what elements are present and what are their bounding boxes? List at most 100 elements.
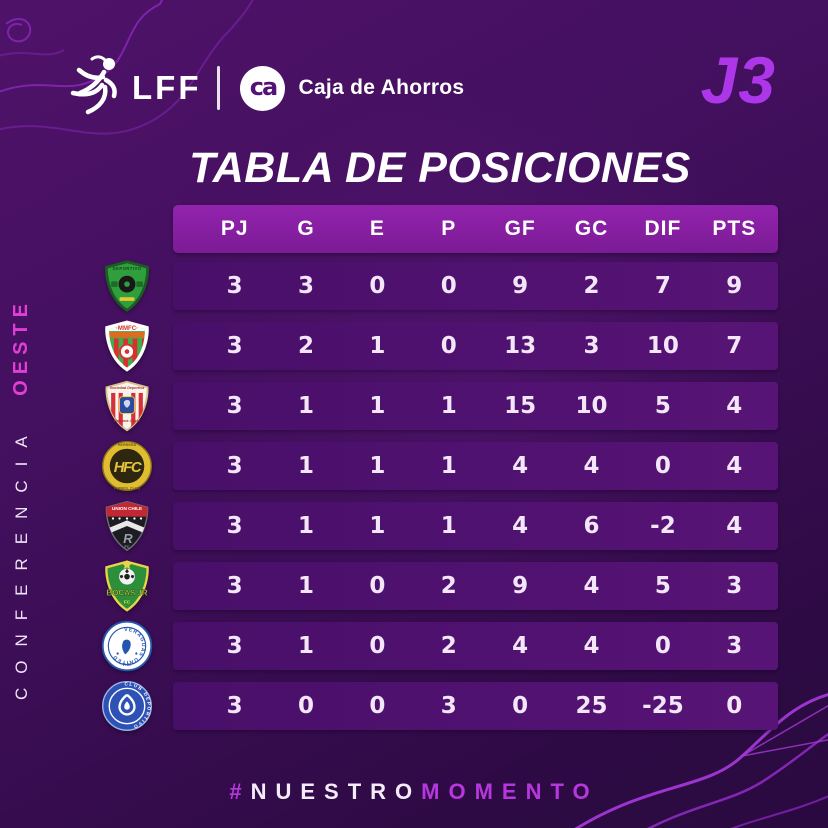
stat-e: 1	[369, 393, 386, 419]
stat-g: 1	[298, 393, 315, 419]
stat-g: 3	[298, 273, 315, 299]
lff-wordmark: LFF	[132, 69, 202, 106]
stat-gf: 15	[504, 393, 537, 419]
stat-p: 1	[440, 513, 457, 539]
team-row-8: 3 0 0 3 0 25 -25 0	[173, 682, 778, 730]
stat-p: 2	[440, 573, 457, 599]
stat-pj: 3	[226, 273, 243, 299]
stat-pj: 3	[226, 513, 243, 539]
svg-text:FC: FC	[124, 600, 131, 605]
stat-gf: 13	[504, 333, 537, 359]
stat-dif: 0	[654, 633, 671, 659]
stat-dif: -2	[650, 513, 676, 539]
stat-pts: 4	[726, 453, 743, 479]
svg-text:UNION CHILE: UNION CHILE	[112, 506, 142, 511]
svg-text:HERRERA: HERRERA	[118, 443, 137, 447]
svg-text:DEPORTIVO: DEPORTIVO	[113, 266, 142, 271]
team-row-3: 3 1 1 1 15 10 5 4	[173, 382, 778, 430]
header-cell-pts: PTS	[712, 217, 757, 240]
stat-pj: 3	[226, 453, 243, 479]
stat-pts: 3	[726, 633, 743, 659]
stat-g: 1	[298, 513, 315, 539]
caja-wordmark: Caja de Ahorros	[298, 76, 465, 99]
stat-e: 1	[369, 453, 386, 479]
stat-pj: 3	[226, 633, 243, 659]
header-cell-gf: GF	[504, 217, 536, 240]
stat-g: 2	[298, 333, 315, 359]
jornada-badge: J3	[700, 43, 776, 117]
lff-player-icon	[70, 55, 117, 115]
team-logo-hfc-badge: HFC HERRERA FUTBOL CLUB	[99, 438, 155, 494]
team-row-2: 3 2 1 0 13 3 10 7	[173, 322, 778, 370]
svg-text:FUTBOL CLUB: FUTBOL CLUB	[114, 486, 141, 490]
table-header: PJ G E P GF GC DIF PTS	[173, 205, 778, 253]
stat-e: 0	[369, 573, 386, 599]
stat-pts: 4	[726, 393, 743, 419]
team-logo-club-deportivo-badge: CLUB DEPORTIVO	[99, 678, 155, 734]
stat-pj: 3	[226, 393, 243, 419]
stat-p: 0	[440, 333, 457, 359]
team-logo-union-chile-shield: UNION CHILE R FC	[99, 498, 155, 554]
stat-pj: 3	[226, 573, 243, 599]
stat-e: 0	[369, 633, 386, 659]
brand-divider	[217, 66, 221, 110]
conference-region: OESTE	[10, 298, 32, 396]
stat-p: 3	[440, 693, 457, 719]
stat-p: 1	[440, 393, 457, 419]
conference-label: CONFERENCIA OESTE	[10, 298, 33, 700]
stat-dif: 5	[654, 573, 671, 599]
svg-text:F.C.: F.C.	[123, 662, 131, 667]
stat-dif: -25	[642, 693, 684, 719]
team-logo-deportivo-green-shield: DEPORTIVO	[99, 258, 155, 314]
svg-text:Panamá Oeste: Panamá Oeste	[114, 419, 140, 423]
stat-p: 1	[440, 453, 457, 479]
hashtag-nuestro: NUESTRO	[250, 779, 422, 804]
svg-text:·MMFC·: ·MMFC·	[116, 326, 138, 332]
header-cell-gc: GC	[574, 217, 609, 240]
stat-e: 0	[369, 693, 386, 719]
stat-pj: 3	[226, 693, 243, 719]
stat-gc: 4	[583, 453, 600, 479]
stat-gc: 25	[575, 693, 608, 719]
stat-g: 1	[298, 453, 315, 479]
caja-de-ahorros-icon: ca	[240, 65, 286, 111]
header-cell-p: P	[441, 217, 457, 240]
stat-dif: 0	[654, 453, 671, 479]
stat-dif: 5	[654, 393, 671, 419]
team-logo-mmfc-shield: ·MMFC·	[99, 318, 155, 374]
stat-pj: 3	[226, 333, 243, 359]
team-logo-veraguas-united-badge: VERAGUAS UNITED F.C.	[99, 618, 155, 674]
stat-gf: 4	[512, 513, 529, 539]
conference-word: CONFERENCIA	[12, 422, 31, 700]
hashtag: #NUESTROMOMENTO	[0, 779, 828, 805]
stat-pts: 9	[726, 273, 743, 299]
stat-gc: 10	[575, 393, 608, 419]
header-cell-dif: DIF	[644, 217, 682, 240]
svg-text:Sociedad Deportiva: Sociedad Deportiva	[110, 386, 145, 390]
stat-p: 0	[440, 273, 457, 299]
svg-text:HFC: HFC	[114, 459, 142, 476]
stat-pts: 0	[726, 693, 743, 719]
stat-gf: 9	[512, 273, 529, 299]
stat-pts: 7	[726, 333, 743, 359]
hashtag-hash-symbol: #	[229, 779, 251, 804]
stat-gc: 6	[583, 513, 600, 539]
team-row-6: 3 1 0 2 9 4 5 3	[173, 562, 778, 610]
hashtag-momento: MOMENTO	[421, 779, 599, 804]
brand-row: LFF ca Caja de Ahorros	[66, 55, 465, 120]
team-row-7: 3 1 0 2 4 4 0 3	[173, 622, 778, 670]
stat-dif: 10	[646, 333, 679, 359]
stat-gc: 3	[583, 333, 600, 359]
stat-pts: 3	[726, 573, 743, 599]
stat-gf: 4	[512, 633, 529, 659]
stat-g: 1	[298, 633, 315, 659]
team-logo-sd-panama-oeste-shield: Sociedad Deportiva Panamá Oeste	[99, 378, 155, 434]
stat-pts: 4	[726, 513, 743, 539]
stat-e: 0	[369, 273, 386, 299]
svg-text:FC: FC	[125, 545, 130, 549]
header-cell-e: E	[369, 217, 385, 240]
svg-text:R: R	[123, 531, 133, 546]
svg-text:BOCAS JR: BOCAS JR	[107, 588, 148, 597]
stat-gf: 4	[512, 453, 529, 479]
team-logo-bocas-jr-shield: BOCAS JR FC	[99, 558, 155, 614]
